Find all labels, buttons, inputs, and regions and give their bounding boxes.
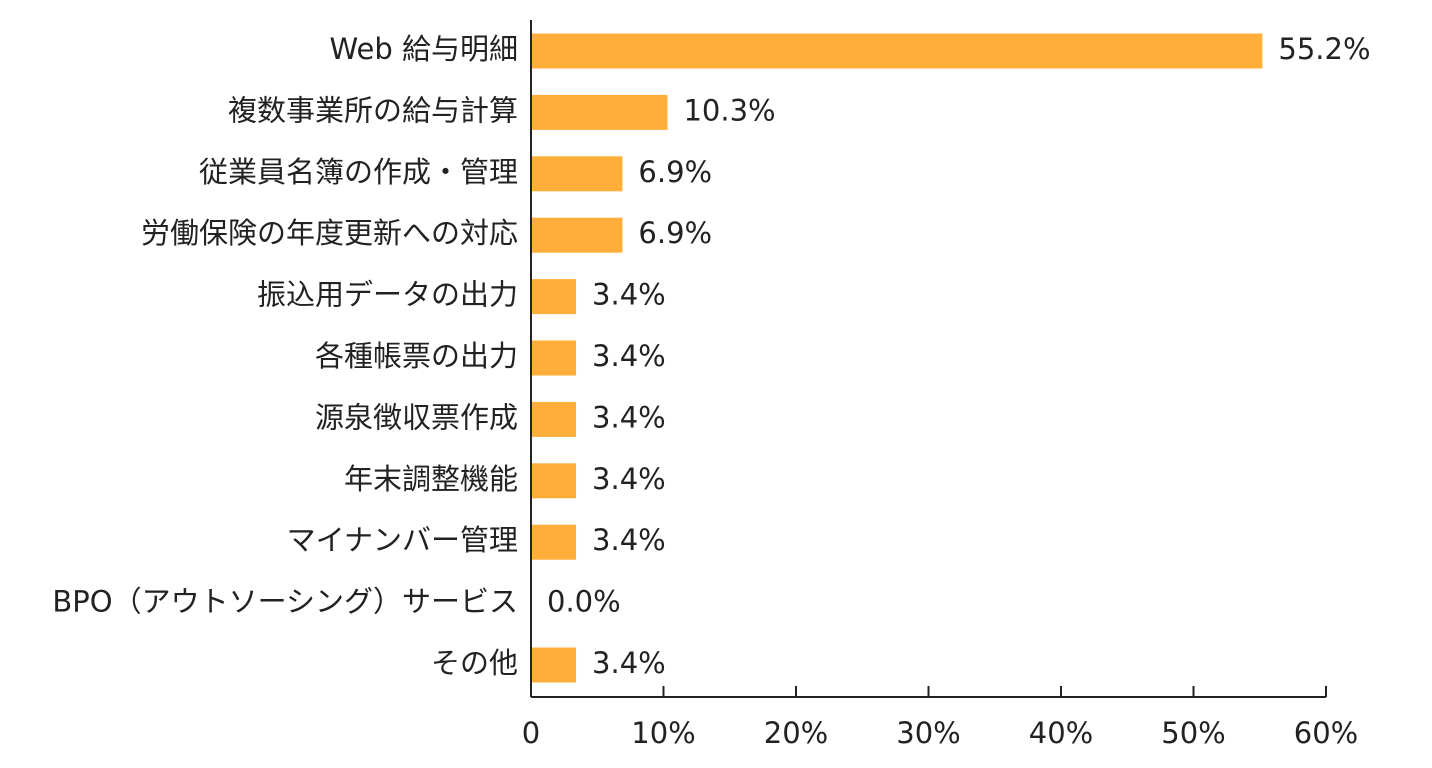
category-label-4: 振込用データの出力: [257, 278, 518, 312]
category-label-6: 源泉徴収票作成: [315, 400, 518, 434]
category-label-0: Web 給与明細: [330, 32, 518, 66]
category-label-10: その他: [431, 646, 518, 680]
category-label-5: 各種帳票の出力: [315, 339, 518, 373]
bar-3: [531, 217, 623, 253]
value-label-0: 55.2%: [1278, 32, 1370, 66]
value-label-4: 3.4%: [592, 278, 666, 312]
value-label-1: 10.3%: [683, 93, 775, 127]
x-tick-label-4: 40%: [1029, 716, 1093, 750]
labels-layer: Web 給与明細 55.2% 複数事業所の給与計算 10.3% 従業員名簿の作成・管理 6…: [52, 32, 1370, 750]
category-label-8: マイナンバー管理: [287, 523, 518, 557]
bar-6: [531, 401, 577, 437]
value-label-3: 6.9%: [638, 216, 712, 250]
bar-1: [531, 94, 668, 130]
category-label-2: 従業員名簿の作成・管理: [199, 155, 518, 189]
value-label-2: 6.9%: [638, 155, 712, 189]
value-label-8: 3.4%: [592, 523, 666, 557]
category-label-3: 労働保険の年度更新への対応: [141, 216, 518, 250]
bar-8: [531, 524, 577, 560]
value-label-5: 3.4%: [592, 339, 666, 373]
value-label-7: 3.4%: [592, 462, 666, 496]
value-label-9: 0.0%: [547, 585, 621, 619]
x-tick-label-6: 60%: [1294, 716, 1358, 750]
value-label-10: 3.4%: [592, 646, 666, 680]
category-label-9: BPO（アウトソーシング）サービス: [52, 585, 518, 619]
bar-7: [531, 463, 577, 499]
bar-2: [531, 156, 623, 192]
category-label-1: 複数事業所の給与計算: [228, 93, 518, 127]
x-tick-label-2: 20%: [764, 716, 828, 750]
bar-5: [531, 340, 577, 376]
bar-0: [531, 33, 1263, 69]
x-tick-label-3: 30%: [896, 716, 960, 750]
value-label-6: 3.4%: [592, 400, 666, 434]
x-tick-label-1: 10%: [631, 716, 695, 750]
x-tick-label-0: 0: [522, 716, 540, 750]
axis-layer: [530, 20, 1327, 698]
bar-10: [531, 647, 577, 683]
category-label-7: 年末調整機能: [344, 462, 518, 496]
x-tick-label-5: 50%: [1161, 716, 1225, 750]
bar-4: [531, 279, 577, 315]
bars-layer: [531, 33, 1263, 683]
